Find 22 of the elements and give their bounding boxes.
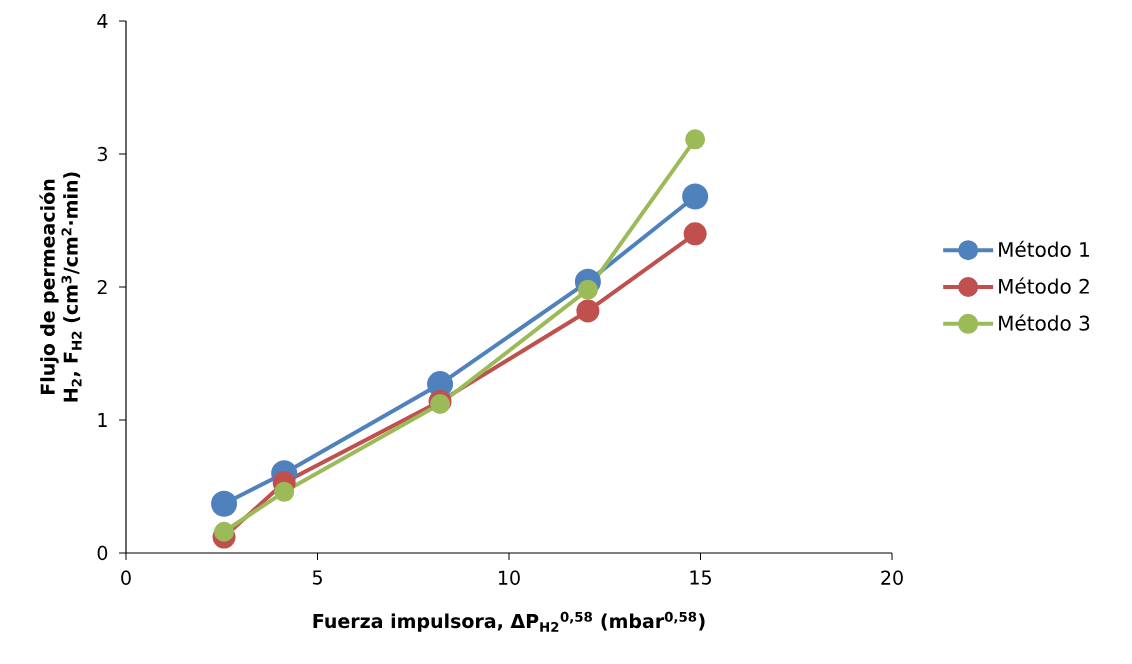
- y-tick-label: 4: [97, 14, 108, 28]
- point: [682, 183, 709, 210]
- point: [214, 521, 235, 542]
- point: [576, 299, 600, 323]
- y-tick-label: 0: [97, 545, 108, 561]
- x-tick-label: 10: [499, 570, 520, 585]
- legend-label: Método 2: [999, 277, 1089, 294]
- legend-label: Método 1: [999, 240, 1089, 258]
- x-axis-title: Fuerza impulsora, ΔP$_{H2}$$^{0,58}$ (mbar$^{0,58}$): [313, 611, 705, 632]
- point: [683, 222, 707, 246]
- y-tick-label: 3: [97, 146, 107, 162]
- x-tick-label: 5: [312, 570, 322, 585]
- point: [430, 394, 451, 415]
- y-tick-label: 2: [97, 279, 107, 295]
- legend-label: Método 3: [999, 314, 1090, 331]
- point: [211, 490, 238, 517]
- point: [685, 129, 706, 150]
- point: [274, 481, 295, 502]
- x-tick-label: 0: [121, 570, 131, 585]
- x-tick-label: 20: [881, 570, 903, 585]
- x-tick-label: 15: [690, 570, 711, 585]
- y-tick-label: 1: [98, 413, 107, 427]
